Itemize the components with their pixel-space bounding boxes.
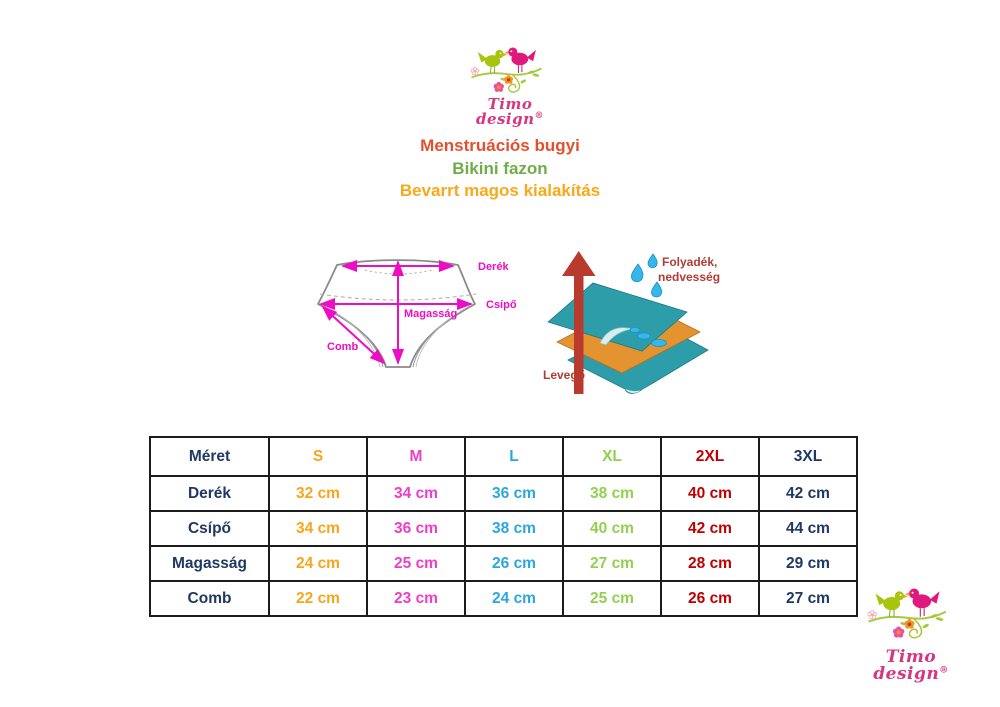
size-cell: 36 cm	[464, 475, 564, 512]
fabric-layers-diagram: Folyadék, nedvesség Levegő	[540, 246, 740, 403]
registered-mark: ®	[939, 665, 949, 676]
size-cell: 38 cm	[562, 475, 662, 512]
product-title: Menstruációs bugyi	[420, 136, 580, 155]
title-block: Menstruációs bugyi Bikini fazon Bevarrt …	[0, 135, 1000, 203]
size-cell: 32 cm	[268, 475, 368, 512]
hip-label: Csípő	[486, 299, 517, 311]
thigh-label: Comb	[327, 341, 358, 353]
brand-name: Timo design®	[850, 649, 972, 683]
size-cell: 23 cm	[366, 580, 466, 617]
size-cell: 26 cm	[660, 580, 760, 617]
table-row: Csípő 34 cm 36 cm 38 cm 40 cm 42 cm 44 cm	[149, 510, 858, 547]
size-cell: 27 cm	[562, 545, 662, 582]
size-cell: 34 cm	[268, 510, 368, 547]
row-label: Derék	[149, 475, 270, 512]
size-column-header-3xl: 3XL	[758, 436, 858, 477]
size-cell: 22 cm	[268, 580, 368, 617]
size-column-header-2xl: 2XL	[660, 436, 760, 477]
table-row: Comb 22 cm 23 cm 24 cm 25 cm 26 cm 27 cm	[149, 580, 858, 617]
moisture-puddles	[629, 327, 667, 348]
size-cell: 40 cm	[660, 475, 760, 512]
measurement-diagram: Derék Csípő Magasság Comb	[310, 248, 525, 393]
size-column-header-s: S	[268, 436, 368, 477]
size-column-header-m: M	[366, 436, 466, 477]
row-label: Csípő	[149, 510, 270, 547]
size-cell: 34 cm	[366, 475, 466, 512]
size-cell: 24 cm	[464, 580, 564, 617]
row-label: Magasság	[149, 545, 270, 582]
product-feature: Bevarrt magos kialakítás	[399, 181, 601, 200]
table-row: Magasság 24 cm 25 cm 26 cm 27 cm 28 cm 29 cm	[149, 545, 858, 582]
brand-name-text: Timo design	[475, 95, 535, 128]
size-cell: 38 cm	[464, 510, 564, 547]
size-column-header-xl: XL	[562, 436, 662, 477]
size-cell: 44 cm	[758, 510, 858, 547]
size-cell: 24 cm	[268, 545, 368, 582]
brand-name: Timo design®	[452, 97, 568, 127]
product-style: Bikini fazon	[452, 158, 548, 178]
thigh-arrow	[321, 305, 386, 365]
air-arrow-icon	[562, 251, 596, 394]
registered-mark: ®	[534, 111, 545, 121]
height-label: Magasság	[404, 308, 457, 320]
birds-branch-icon	[462, 38, 558, 94]
size-cell: 36 cm	[366, 510, 466, 547]
size-cell: 25 cm	[366, 545, 466, 582]
moisture-label-line1: Folyadék,	[662, 255, 717, 269]
size-cell: 42 cm	[758, 475, 858, 512]
table-header-row: Méret S M L XL 2XL 3XL	[149, 436, 858, 477]
brand-logo-bottom: Timo design®	[850, 578, 972, 683]
size-cell: 42 cm	[660, 510, 760, 547]
size-cell: 27 cm	[758, 580, 858, 617]
size-column-header-l: L	[464, 436, 564, 477]
size-cell: 25 cm	[562, 580, 662, 617]
moisture-label-line2: nedvesség	[658, 270, 720, 284]
table-row: Derék 32 cm 34 cm 36 cm 38 cm 40 cm 42 cm	[149, 475, 858, 512]
waist-label: Derék	[478, 261, 509, 273]
brand-logo-top: Timo design®	[452, 38, 568, 127]
size-table: Méret S M L XL 2XL 3XL Derék 32 cm 34 cm 36 cm 38…	[149, 436, 858, 617]
air-label: Levegő	[543, 368, 585, 382]
birds-branch-icon	[858, 578, 964, 640]
size-cell: 28 cm	[660, 545, 760, 582]
size-cell: 26 cm	[464, 545, 564, 582]
size-table-section: Méret S M L XL 2XL 3XL Derék 32 cm 34 cm 36 cm 38…	[149, 436, 858, 617]
water-drops-icon	[630, 253, 663, 298]
size-cell: 29 cm	[758, 545, 858, 582]
size-cell: 40 cm	[562, 510, 662, 547]
brand-name-text: Timo design	[873, 647, 940, 684]
corner-header: Méret	[149, 436, 270, 477]
row-label: Comb	[149, 580, 270, 617]
